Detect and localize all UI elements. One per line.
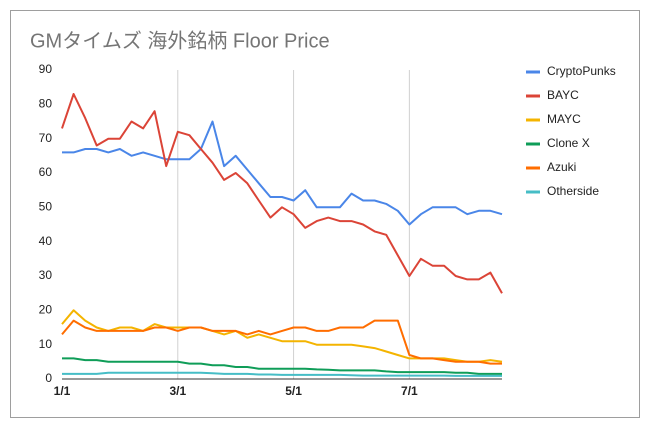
y-tick-label: 40 — [39, 234, 53, 248]
x-tick-label: 1/1 — [54, 384, 71, 398]
y-tick-label: 0 — [45, 371, 52, 385]
legend-label: Azuki — [547, 160, 576, 174]
series-line — [61, 93, 503, 294]
x-tick-label: 3/1 — [169, 384, 186, 398]
y-tick-label: 50 — [39, 200, 53, 214]
series-line — [61, 319, 502, 365]
y-tick-label: 30 — [39, 268, 53, 282]
series-line — [62, 120, 503, 226]
legend-label: Clone X — [547, 136, 590, 150]
chart-title: GMタイムズ 海外銘柄 Floor Price — [30, 29, 330, 52]
y-tick-label: 70 — [39, 131, 53, 145]
x-tick-label: 7/1 — [401, 384, 418, 398]
legend-label: MAYC — [547, 112, 581, 126]
series-line — [62, 371, 502, 377]
chart-frame — [10, 10, 640, 418]
y-tick-label: 10 — [39, 337, 53, 351]
legend-label: BAYC — [547, 88, 579, 102]
y-tick-label: 20 — [39, 303, 53, 317]
y-tick-label: 80 — [39, 97, 53, 111]
y-tick-label: 60 — [39, 165, 53, 179]
x-tick-label: 5/1 — [285, 384, 302, 398]
series-line — [62, 357, 502, 375]
legend-label: Otherside — [547, 184, 599, 198]
y-tick-label: 90 — [39, 62, 53, 76]
legend-label: CryptoPunks — [547, 64, 616, 78]
